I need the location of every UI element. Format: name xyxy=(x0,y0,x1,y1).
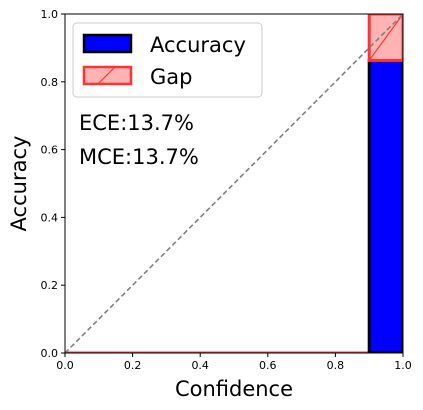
legend: Accuracy Gap xyxy=(72,22,263,98)
y-axis-label: Accuracy xyxy=(7,136,31,232)
legend-swatch-accuracy xyxy=(82,33,133,54)
y-tick-label: 1.0 xyxy=(41,8,59,21)
y-tick-label: 0.4 xyxy=(41,211,59,224)
y-tick-label: 0.6 xyxy=(41,144,59,157)
x-axis-label: Confidence xyxy=(175,377,293,401)
legend-swatch-gap xyxy=(82,65,133,86)
y-axis: 0.0 0.2 0.4 0.6 0.8 1.0 xyxy=(41,8,65,360)
x-tick-label: 0.0 xyxy=(56,359,74,372)
x-axis: 0.0 0.2 0.4 0.6 0.8 1.0 xyxy=(56,353,412,372)
accuracy-bar-1 xyxy=(367,58,403,353)
y-tick-label: 0.2 xyxy=(41,279,59,292)
x-tick-label: 0.6 xyxy=(259,359,277,372)
mce-annotation: MCE:13.7% xyxy=(79,145,199,169)
bars-layer xyxy=(65,14,403,353)
ece-annotation: ECE:13.7% xyxy=(79,111,194,135)
legend-label-gap: Gap xyxy=(150,65,192,89)
gap-hatch-1 xyxy=(368,14,403,61)
plot-frame xyxy=(64,13,404,354)
legend-swatch-gap-hatch xyxy=(97,66,116,85)
x-tick-label: 0.4 xyxy=(191,359,209,372)
x-tick-label: 0.8 xyxy=(327,359,345,372)
x-tick-label: 0.2 xyxy=(124,359,142,372)
y-tick-label: 0.8 xyxy=(41,76,59,89)
legend-label-accuracy: Accuracy xyxy=(150,33,246,57)
x-tick-label: 1.0 xyxy=(394,359,412,372)
y-tick-label: 0.0 xyxy=(41,347,59,360)
